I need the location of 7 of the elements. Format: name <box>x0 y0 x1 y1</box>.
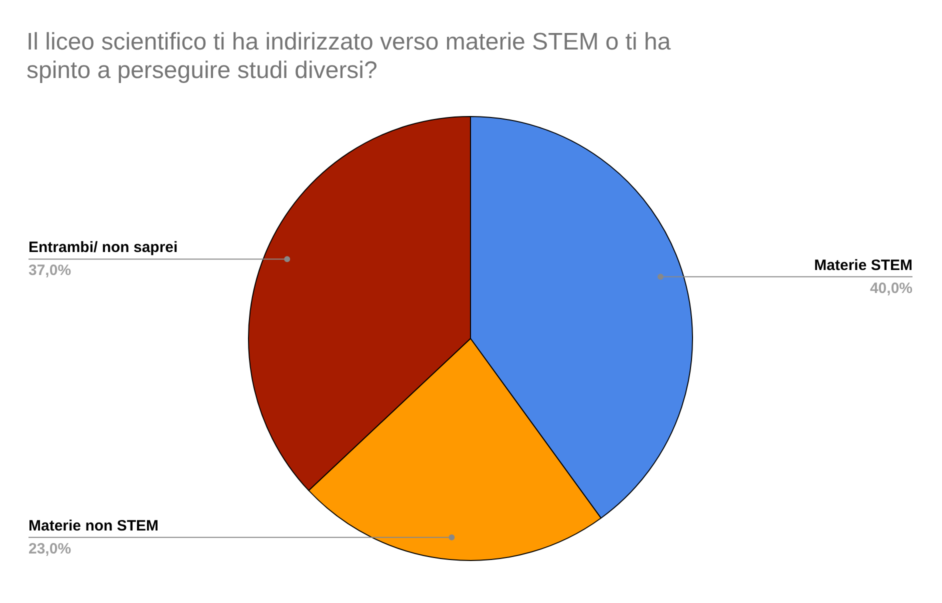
slice-label: Materie STEM <box>814 256 912 274</box>
slice-label: Materie non STEM <box>28 517 159 534</box>
data-label: 23,0% <box>28 540 72 558</box>
data-label: 37,0% <box>28 262 72 280</box>
chart-title: Il liceo scientifico ti ha indirizzato verso materie STEM o ti ha spinto a perseguire studi diversi? <box>26 28 672 84</box>
slice-label: Entrambi/ non saprei <box>28 239 178 256</box>
data-label: 40,0% <box>870 280 913 297</box>
